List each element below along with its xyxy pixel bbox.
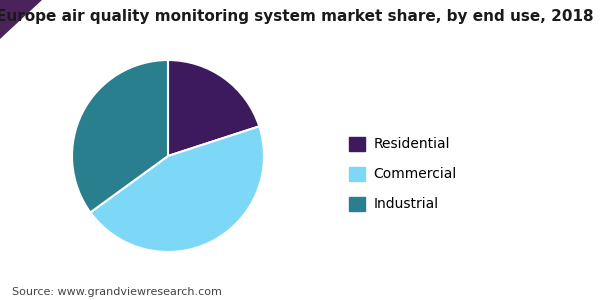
Polygon shape <box>0 0 42 39</box>
Wedge shape <box>91 126 264 252</box>
Legend: Residential, Commercial, Industrial: Residential, Commercial, Industrial <box>343 131 463 217</box>
Wedge shape <box>72 60 168 212</box>
Text: Europe air quality monitoring system market share, by end use, 2018 (%): Europe air quality monitoring system mar… <box>0 9 600 24</box>
Wedge shape <box>168 60 259 156</box>
Text: Source: www.grandviewresearch.com: Source: www.grandviewresearch.com <box>12 287 222 297</box>
